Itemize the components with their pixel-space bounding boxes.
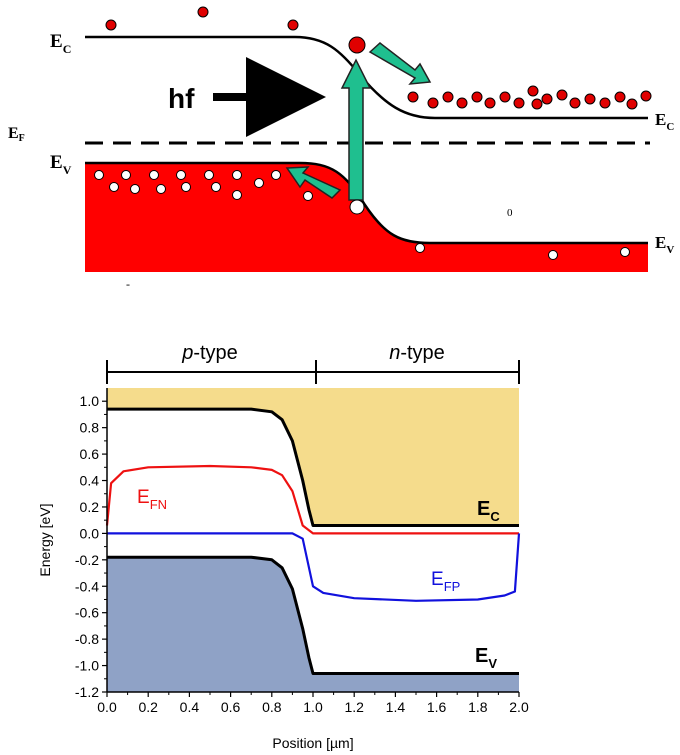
x-tick-label: 1.0 <box>303 699 323 715</box>
x-tick-label: 1.6 <box>427 699 447 715</box>
y-tick-label: 0.8 <box>80 420 100 436</box>
efp-label: EFP <box>431 569 460 594</box>
region-header: p-type n-type <box>106 342 520 384</box>
x-tick-label: 1.2 <box>344 699 364 715</box>
electron <box>527 85 539 97</box>
y-tick-label: 1.0 <box>80 393 100 409</box>
electron <box>599 97 611 109</box>
ev-chart-label: EV <box>475 645 497 671</box>
y-tick-label: 0.2 <box>80 499 100 515</box>
excitation-arrow <box>340 58 372 201</box>
electron <box>626 98 638 110</box>
photon-label: hf <box>168 83 195 114</box>
series-line-e-c <box>107 407 519 527</box>
holes <box>94 170 630 260</box>
electrons <box>105 6 652 110</box>
electron <box>584 93 596 105</box>
hole <box>415 243 425 253</box>
hole <box>181 182 191 192</box>
x-tick-label: 1.8 <box>468 699 488 715</box>
zero-mark: 0 <box>507 207 513 219</box>
x-tick-label: 0.4 <box>180 699 200 715</box>
electron <box>531 98 543 110</box>
efn-label: EFN <box>137 487 167 512</box>
band-diagram: EC EF EV EC EV 0 - hf <box>8 6 674 290</box>
hole-drift-arrow <box>285 166 342 199</box>
hole <box>211 182 221 192</box>
x-tick-label: 1.4 <box>386 699 406 715</box>
hole-excited <box>349 199 365 215</box>
hole <box>109 182 119 192</box>
x-tick-label: 2.0 <box>509 699 529 715</box>
x-tick-label: 0.0 <box>97 699 117 715</box>
electron <box>442 91 454 103</box>
ef-label: EF <box>8 125 25 144</box>
hole <box>548 250 558 260</box>
hole <box>254 178 264 188</box>
electron-drift-arrow <box>368 42 432 85</box>
ev-right-label: EV <box>655 233 674 256</box>
y-tick-label: 0.6 <box>80 446 100 462</box>
series-line-e-fn <box>105 464 519 535</box>
plot-area: 0.0 0.2 0.4 0.6 0.8 1.0 1.2 1.4 1.6 1.8 2.0 1.0 0.8 0… <box>75 388 529 715</box>
ec-chart-label: EC <box>477 498 500 524</box>
x-axis-title: Position [µm] <box>272 735 353 751</box>
electron <box>471 91 483 103</box>
electron <box>105 19 117 31</box>
y-tick-label: -0.4 <box>75 578 99 594</box>
ec-right-label: EC <box>655 110 674 133</box>
dash-mark: - <box>126 277 130 290</box>
hole <box>176 170 186 180</box>
electron <box>456 97 468 109</box>
electron <box>197 6 209 18</box>
x-tick-label: 0.6 <box>221 699 241 715</box>
y-tick-label: 0.0 <box>80 525 100 541</box>
p-type-label: p-type <box>181 342 238 364</box>
hole <box>156 184 166 194</box>
series-line-e-fp <box>107 532 521 602</box>
electron <box>427 97 439 109</box>
y-tick-label: 0.4 <box>80 473 100 489</box>
conduction-band-region <box>107 388 519 526</box>
electron <box>541 93 553 105</box>
hole <box>204 170 214 180</box>
electron <box>499 91 511 103</box>
electron <box>614 91 626 103</box>
electron <box>569 97 581 109</box>
hole <box>232 170 242 180</box>
x-tick-label: 0.2 <box>138 699 158 715</box>
series-line-e-v <box>107 555 519 675</box>
electron <box>513 97 525 109</box>
y-tick-label: -1.0 <box>75 658 99 674</box>
y-axis-title: Energy [eV] <box>37 503 53 576</box>
y-tick-label: -1.2 <box>75 684 99 700</box>
hole <box>620 247 630 257</box>
electron <box>287 19 299 31</box>
n-type-label: n-type <box>389 342 445 364</box>
ec-left-label: EC <box>50 31 71 56</box>
electron-excited <box>348 36 366 54</box>
ev-left-label: EV <box>50 152 72 177</box>
hole <box>271 170 281 180</box>
valence-band-region <box>107 557 519 692</box>
electron <box>556 89 568 101</box>
hole <box>94 170 104 180</box>
electron <box>407 91 419 103</box>
hole <box>149 170 159 180</box>
y-tick-label: -0.8 <box>75 631 99 647</box>
valence-band-line <box>85 161 648 245</box>
hole <box>232 190 242 200</box>
hole <box>130 184 140 194</box>
valence-band-fill <box>85 163 648 272</box>
x-tick-label: 0.8 <box>262 699 282 715</box>
electron <box>640 90 652 102</box>
y-tick-label: -0.6 <box>75 605 99 621</box>
electron <box>484 97 496 109</box>
y-tick-label: -0.2 <box>75 552 99 568</box>
hole <box>303 191 313 201</box>
hole <box>121 170 131 180</box>
